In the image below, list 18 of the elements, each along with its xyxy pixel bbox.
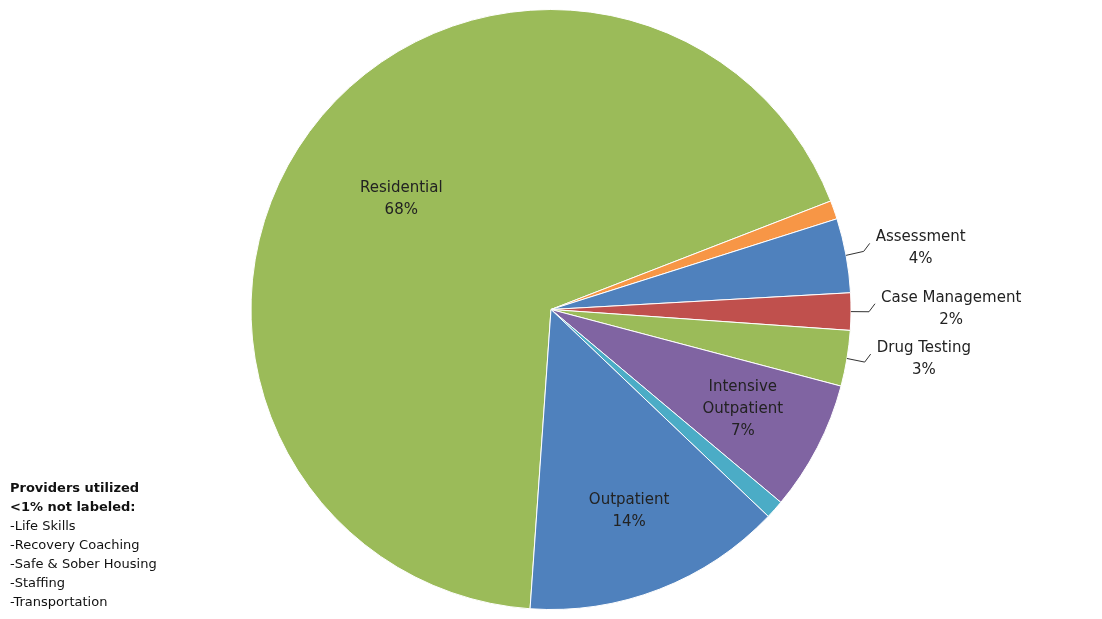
data-label: 7% [730, 420, 755, 439]
slice-label: Case Management [880, 287, 1022, 306]
text: -Recovery Coaching [10, 536, 141, 554]
slice-label: Intensive Outpatient [702, 376, 784, 417]
text: Providers utilized <1% not labeled: [10, 479, 141, 516]
slice-label: Assessment [875, 227, 966, 246]
text: -Life Skills [10, 517, 77, 535]
data-label: 3% [911, 359, 936, 378]
slice-label: Drug Testing [876, 337, 971, 356]
data-label: 68% [384, 200, 418, 219]
text: -Staffing [10, 574, 67, 592]
data-label: 4% [908, 249, 933, 268]
slice-label: Residential [359, 178, 443, 197]
text: -Safe & Sober Housing [10, 555, 158, 573]
text: -Transportation [10, 593, 109, 611]
data-label: 2% [939, 309, 964, 328]
slice-label: Outpatient [588, 489, 670, 508]
data-label: 14% [612, 511, 646, 530]
